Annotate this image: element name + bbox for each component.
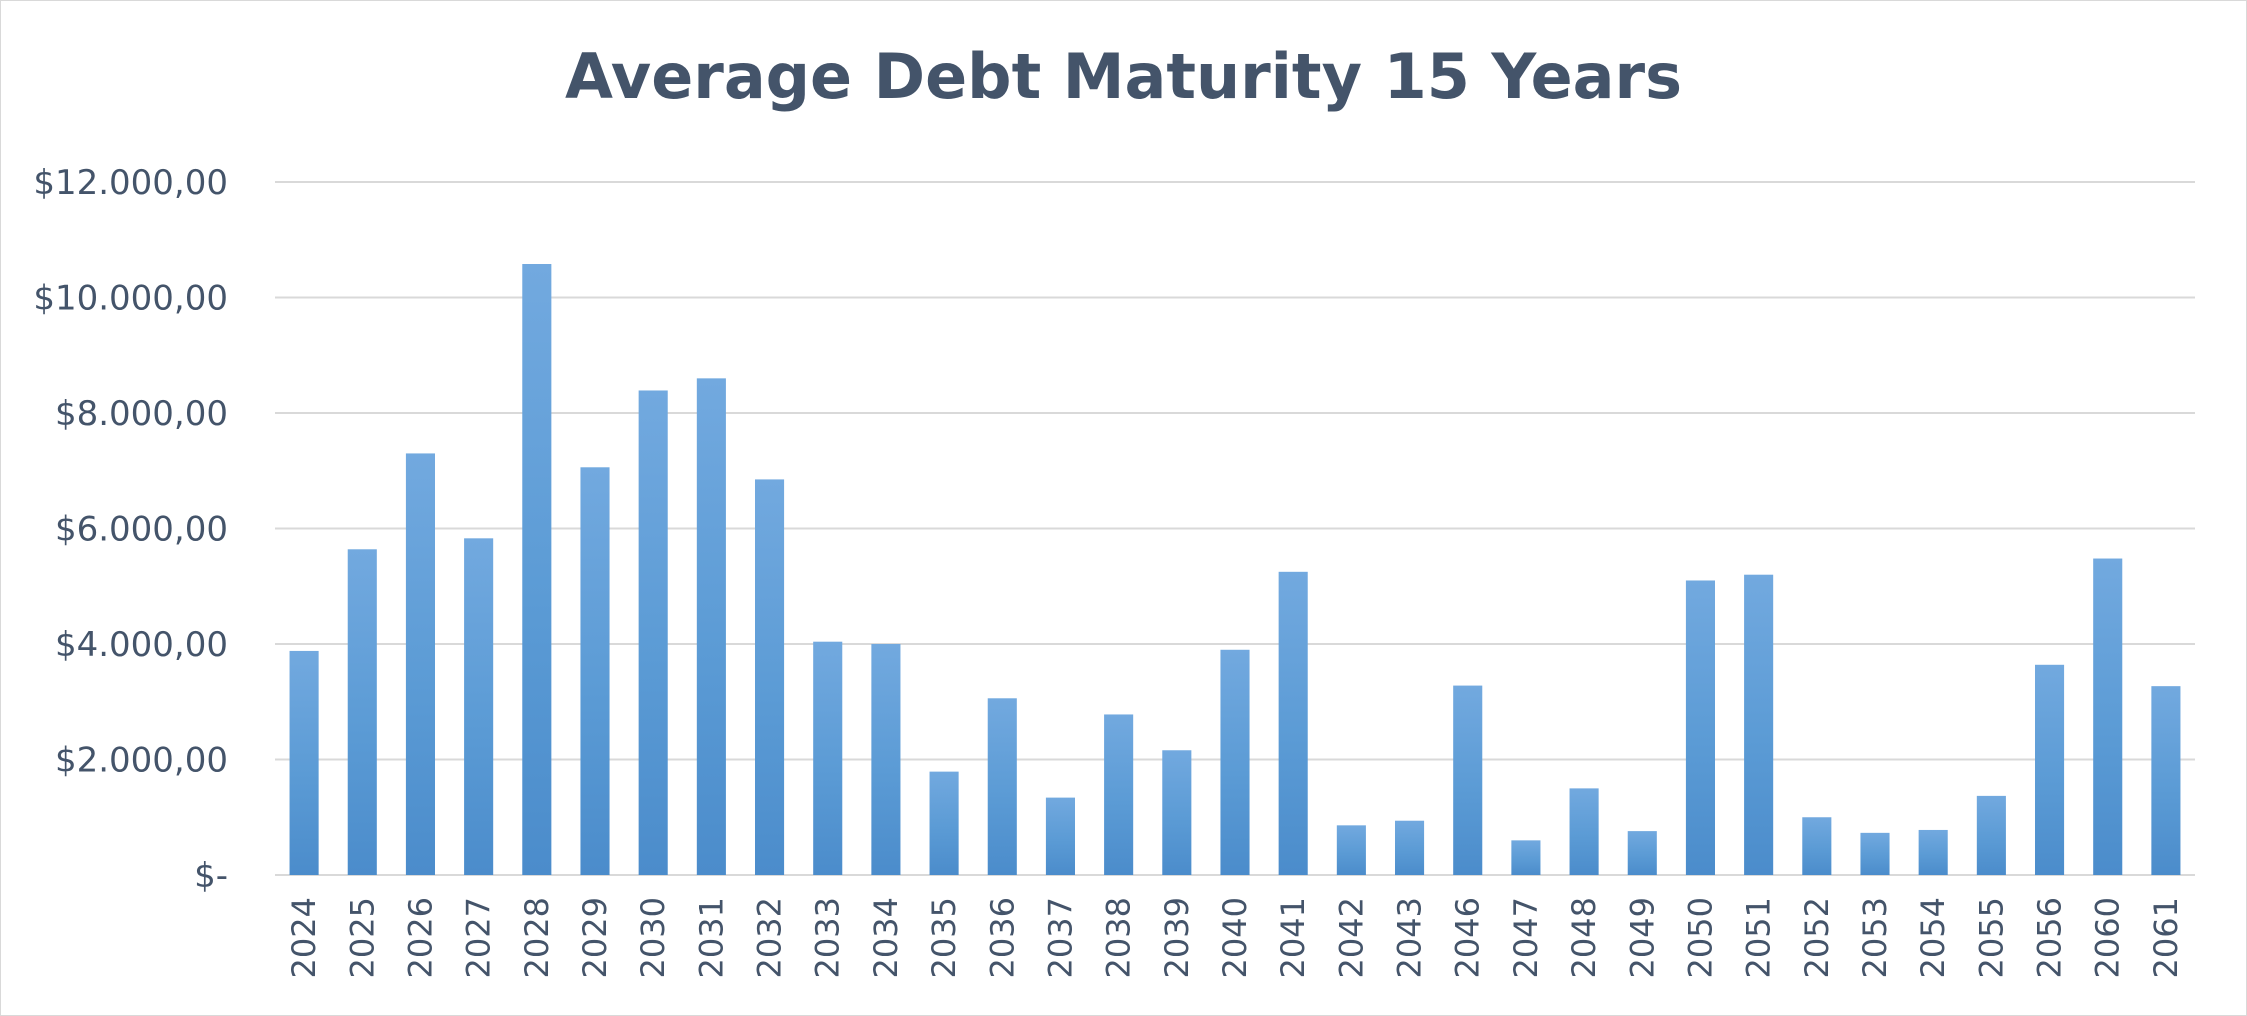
- x-tick-label: 2043: [1391, 897, 1429, 978]
- x-tick-label: 2053: [1856, 897, 1894, 978]
- bar-2053: [1860, 832, 1890, 875]
- bar-2025: [347, 549, 377, 875]
- x-tick-label: 2055: [1972, 897, 2010, 978]
- x-tick-label: 2026: [401, 897, 439, 978]
- x-tick-label: 2036: [983, 897, 1021, 978]
- bar-2054: [1918, 829, 1948, 875]
- x-tick-label: 2033: [809, 897, 847, 978]
- bar-2033: [813, 641, 843, 875]
- bar-2029: [580, 467, 610, 875]
- y-tick-label: $10.000,00: [33, 279, 228, 319]
- bar-2034: [871, 644, 901, 875]
- bars: [289, 264, 2181, 875]
- bar-2026: [405, 453, 435, 875]
- bar-2032: [755, 479, 785, 875]
- bar-2039: [1162, 750, 1192, 875]
- bar-2043: [1395, 820, 1425, 875]
- y-tick-label: $4.000,00: [55, 625, 228, 665]
- x-tick-label: 2046: [1449, 897, 1487, 978]
- bar-2040: [1220, 649, 1250, 875]
- bar-2048: [1569, 788, 1599, 875]
- x-tick-label: 2029: [576, 897, 614, 978]
- bar-2037: [1045, 797, 1075, 875]
- bar-2060: [2093, 558, 2123, 875]
- bar-2035: [929, 771, 959, 875]
- bar-2042: [1336, 825, 1366, 875]
- x-tick-label: 2052: [1798, 897, 1836, 978]
- y-tick-label: $12.000,00: [33, 163, 228, 203]
- x-tick-label: 2038: [1100, 897, 1138, 978]
- bar-2027: [464, 538, 494, 875]
- x-tick-label: 2056: [2031, 897, 2069, 978]
- bar-2051: [1744, 574, 1774, 875]
- y-axis: $- $2.000,00 $4.000,00 $6.000,00 $8.000,00 $1…: [33, 163, 228, 896]
- bar-2028: [522, 264, 552, 875]
- bar-2038: [1104, 714, 1134, 875]
- x-tick-label: 2030: [634, 897, 672, 978]
- x-tick-label: 2047: [1507, 897, 1545, 978]
- x-tick-label: 2048: [1565, 897, 1603, 978]
- x-tick-label: 2050: [1681, 897, 1719, 978]
- x-tick-label: 2027: [460, 897, 498, 978]
- bar-2055: [1976, 795, 2006, 875]
- bar-2036: [987, 698, 1017, 875]
- chart-title: Average Debt Maturity 15 Years: [565, 40, 1682, 113]
- bar-2052: [1802, 817, 1832, 875]
- x-tick-label: 2054: [1914, 897, 1952, 978]
- x-tick-label: 2024: [285, 897, 323, 978]
- bar-2061: [2151, 686, 2181, 875]
- bar-2047: [1511, 840, 1541, 875]
- x-tick-label: 2061: [2147, 897, 2185, 978]
- y-tick-label: $6.000,00: [55, 510, 228, 550]
- y-tick-label: $8.000,00: [55, 394, 228, 434]
- x-tick-label: 2040: [1216, 897, 1254, 978]
- bar-2031: [696, 378, 726, 875]
- x-tick-label: 2025: [343, 897, 381, 978]
- x-tick-label: 2042: [1332, 897, 1370, 978]
- x-tick-label: 2041: [1274, 897, 1312, 978]
- bar-2056: [2035, 664, 2065, 875]
- x-tick-label: 2037: [1041, 897, 1079, 978]
- y-tick-label: $-: [194, 856, 228, 896]
- bar-2024: [289, 650, 319, 875]
- y-tick-label: $2.000,00: [55, 741, 228, 781]
- bar-2046: [1453, 685, 1483, 875]
- x-tick-label: 2035: [925, 897, 963, 978]
- x-axis: 2024 2025 2026 2027 2028 2029 2030 2031 2032 2033…: [285, 897, 2185, 978]
- x-tick-label: 2034: [867, 897, 905, 978]
- bar-2049: [1627, 831, 1657, 875]
- x-tick-label: 2031: [692, 897, 730, 978]
- x-tick-label: 2039: [1158, 897, 1196, 978]
- bar-2050: [1685, 580, 1715, 875]
- bar-2041: [1278, 571, 1308, 875]
- x-tick-label: 2032: [751, 897, 789, 978]
- x-tick-label: 2028: [518, 897, 556, 978]
- x-tick-label: 2049: [1623, 897, 1661, 978]
- x-tick-label: 2051: [1740, 897, 1778, 978]
- x-tick-label: 2060: [2089, 897, 2127, 978]
- bar-2030: [638, 390, 668, 875]
